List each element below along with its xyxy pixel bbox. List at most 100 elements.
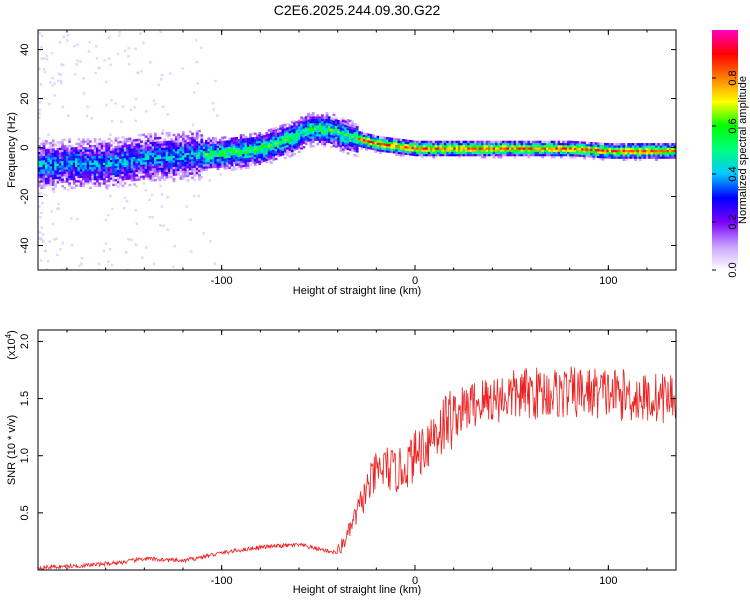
spectrogram-cell: [304, 133, 308, 137]
spectrogram-cell: [249, 163, 252, 167]
spectrogram-cell: [430, 142, 433, 146]
spectrogram-cell: [277, 148, 280, 151]
spectrogram-cell: [462, 153, 466, 157]
spectrogram-cell: [309, 116, 313, 119]
spectrogram-cell: [325, 131, 329, 135]
spectrogram-cell: [200, 165, 204, 168]
spectrogram-cell: [58, 161, 62, 164]
spectrogram-cell: [409, 153, 412, 156]
spectrogram-cell: [504, 151, 508, 155]
spectrogram-cell: [116, 172, 120, 175]
spectrogram-cell: [339, 125, 343, 128]
spectrogram-cell: [369, 134, 373, 137]
spectrogram-cell: [86, 147, 90, 150]
spectrogram-cell: [149, 172, 153, 176]
spectrogram-cell: [323, 145, 327, 148]
spectrogram-cell: [214, 137, 218, 140]
spectrogram-cell: [293, 119, 296, 123]
spectrogram-cell: [251, 152, 255, 155]
spectrogram-cell: [51, 174, 55, 178]
spectrogram-cell: [89, 173, 92, 176]
spectrogram-cell: [337, 126, 341, 129]
spectrogram-cell: [388, 148, 392, 151]
spectrogram-cell: [96, 169, 99, 172]
spectrogram-cell: [634, 143, 637, 146]
x-tick-label: -100: [211, 575, 233, 587]
spectrogram-cell: [149, 146, 153, 149]
spectrogram-cell: [186, 146, 190, 149]
spectrogram-cell: [311, 116, 315, 119]
spectrogram-cell: [476, 142, 480, 146]
spectrogram-cell: [103, 142, 106, 146]
spectrogram-cell: [300, 129, 303, 132]
spectrogram-cell: [154, 137, 157, 140]
spectrogram-cell: [323, 134, 327, 137]
spectrogram-cell: [172, 147, 176, 150]
spectrogram-cell: [184, 144, 187, 147]
spectrogram-cell: [230, 153, 234, 156]
spectrogram-cell: [397, 147, 401, 150]
spectrogram-cell: [105, 142, 109, 146]
spectrogram-cell: [142, 166, 146, 170]
spectrogram-cell: [302, 139, 306, 142]
spectrogram-cell: [274, 153, 278, 156]
spectrogram-cell: [186, 139, 190, 142]
spectrogram-cell: [353, 136, 357, 139]
spectrogram-cell: [527, 142, 531, 146]
spectrogram-cell: [283, 134, 287, 138]
spectrogram-cell: [216, 141, 220, 144]
spectrogram-cell: [309, 127, 313, 130]
spectrogram-cell: [165, 147, 169, 150]
spectrogram-cell: [332, 144, 336, 148]
spectrogram-cell: [286, 144, 289, 148]
spectrogram-cell: [161, 165, 164, 168]
spectrogram-cell: [68, 138, 71, 141]
spectrogram-cell: [604, 147, 607, 150]
spectrogram-cell: [58, 172, 62, 175]
spectrogram-cell: [170, 169, 173, 172]
spectrogram-noise-cell: [106, 213, 110, 217]
spectrogram-cell: [186, 135, 190, 138]
spectrogram-cell: [464, 149, 468, 152]
spectrogram-cell: [63, 165, 67, 168]
spectrogram-noise-cell: [42, 233, 45, 236]
spectrogram-cell: [114, 150, 118, 153]
spectrogram-cell: [228, 155, 231, 158]
spectrogram-cell: [172, 171, 176, 174]
spectrogram-cell: [474, 149, 477, 152]
spectrogram-cell: [666, 154, 670, 157]
spectrogram-cell: [130, 176, 134, 180]
spectrogram-cell: [527, 145, 531, 148]
spectrogram-cell: [126, 137, 129, 141]
spectrogram-cell: [543, 149, 547, 152]
spectrogram-cell: [432, 156, 436, 159]
spectrogram-cell: [599, 149, 603, 152]
spectrogram-cell: [154, 152, 157, 155]
spectrogram-cell: [96, 144, 99, 148]
colorbar-tick-label: 0.4: [727, 166, 739, 181]
spectrogram-cell: [242, 149, 245, 152]
spectrogram-cell: [144, 151, 148, 154]
spectrogram-cell: [553, 140, 556, 144]
spectrogram-cell: [330, 128, 334, 131]
spectrogram-cell: [404, 143, 408, 147]
spectrogram-cell: [230, 157, 234, 160]
spectrogram-cell: [209, 141, 213, 145]
spectrogram-cell: [65, 178, 69, 181]
spectrogram-noise-cell: [208, 179, 211, 182]
spectrogram-cell: [634, 149, 637, 153]
y-tick-label: 0.5: [19, 505, 31, 520]
spectrogram-cell: [281, 131, 285, 134]
spectrogram-cell: [79, 151, 83, 154]
spectrogram-cell: [455, 145, 459, 148]
spectrogram-cell: [130, 174, 134, 178]
spectrogram-cell: [597, 146, 600, 150]
spectrogram-cell: [620, 143, 624, 146]
spectrogram-cell: [564, 151, 568, 155]
spectrogram-cell: [511, 142, 515, 146]
spectrogram-cell: [221, 149, 225, 153]
spectrogram-cell: [460, 142, 463, 146]
spectrogram-cell: [174, 171, 178, 174]
spectrogram-noise-cell: [159, 223, 162, 227]
spectrogram-cell: [174, 168, 178, 172]
